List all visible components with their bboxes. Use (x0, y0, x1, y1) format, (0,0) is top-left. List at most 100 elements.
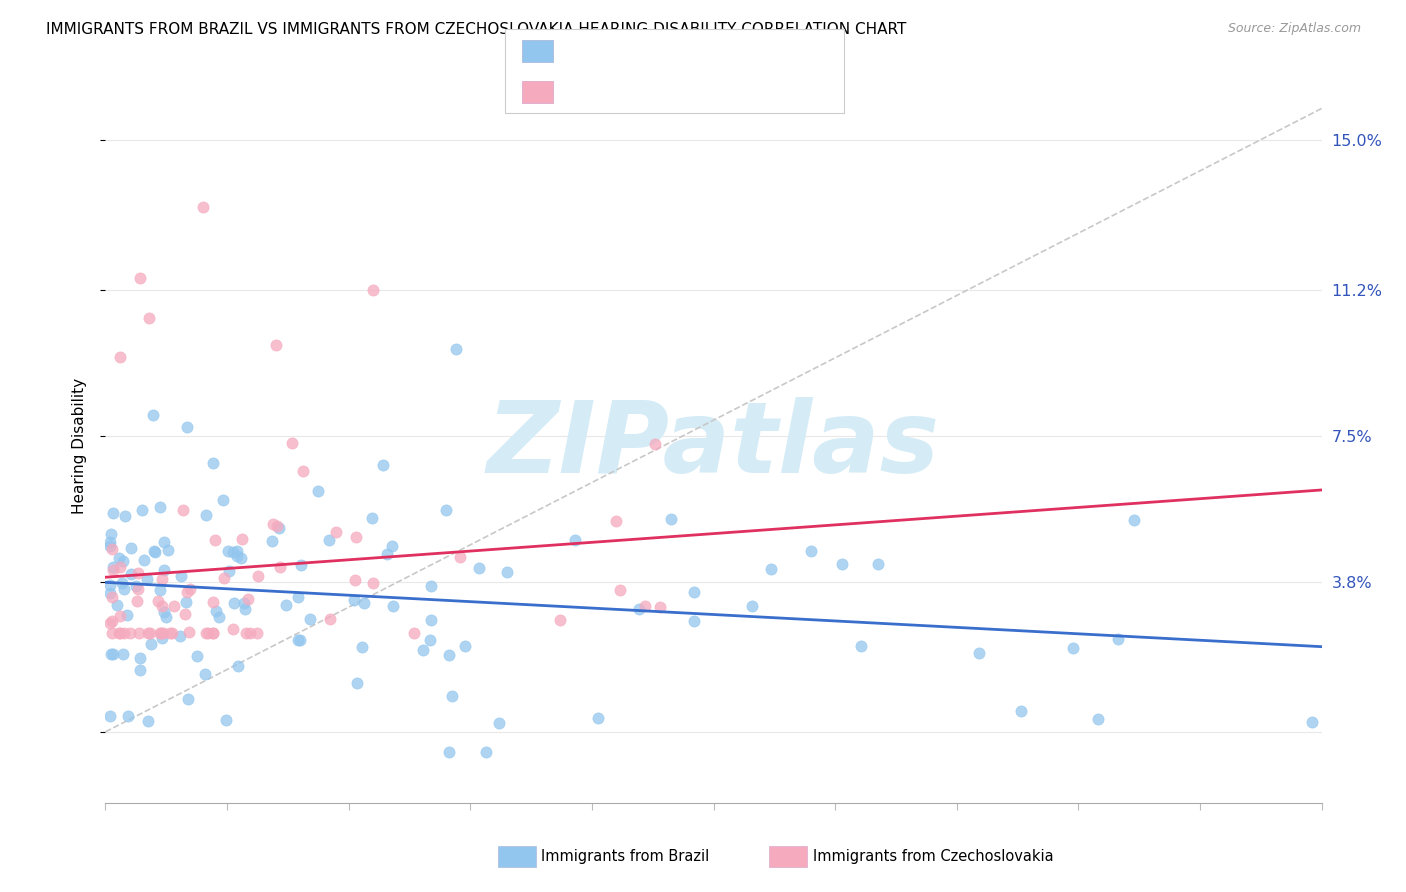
Text: Immigrants from Brazil: Immigrants from Brazil (541, 849, 710, 863)
Point (287, 590, 309, 604)
Point (239, 626, 262, 640)
Point (202, 626, 225, 640)
Point (179, 582, 201, 596)
Point (98, 708, 121, 723)
Point (129, 650, 152, 665)
Point (564, 533, 586, 548)
Point (191, 201, 214, 215)
Point (307, 483, 329, 498)
Point (98, 615, 121, 630)
Point (149, 626, 172, 640)
Point (353, 596, 375, 610)
Point (194, 667, 217, 681)
Text: Immigrants from Czechoslovakia: Immigrants from Czechoslovakia (813, 849, 1053, 863)
Point (120, 626, 142, 640)
Point (134, 553, 156, 567)
Point (120, 566, 142, 581)
Point (262, 534, 284, 549)
Point (100, 590, 122, 604)
Point (449, 549, 471, 564)
Point (235, 626, 257, 640)
Point (186, 649, 208, 664)
Point (101, 563, 124, 577)
Point (136, 626, 159, 640)
Point (100, 647, 122, 661)
Point (361, 283, 384, 297)
Point (114, 509, 136, 524)
Point (194, 626, 217, 640)
Point (375, 547, 398, 561)
Point (222, 596, 245, 610)
Point (1062, 641, 1084, 656)
Point (1010, 704, 1032, 718)
Point (101, 542, 124, 557)
Point (201, 595, 224, 609)
Point (162, 599, 184, 614)
Point (179, 625, 201, 640)
Point (412, 643, 434, 657)
Point (172, 503, 194, 517)
Point (475, 745, 498, 759)
Point (287, 633, 309, 648)
Point (112, 626, 135, 640)
Point (441, 689, 464, 703)
Point (174, 595, 197, 609)
Point (152, 626, 174, 640)
Point (98, 585, 121, 599)
Text: 0.135: 0.135 (598, 41, 645, 59)
Point (124, 579, 146, 593)
Point (281, 436, 304, 450)
Point (153, 535, 176, 549)
Point (290, 558, 312, 572)
Point (381, 599, 404, 614)
Point (548, 613, 571, 627)
Point (120, 541, 142, 556)
Point (661, 512, 683, 526)
Point (454, 640, 477, 654)
Point (325, 524, 347, 539)
Point (197, 626, 219, 640)
Point (439, 745, 461, 759)
Point (101, 614, 124, 628)
Point (173, 607, 195, 621)
Point (232, 596, 254, 610)
Point (159, 626, 181, 640)
Point (217, 543, 239, 558)
Point (111, 554, 134, 568)
Point (318, 611, 340, 625)
Point (128, 271, 150, 285)
Point (194, 508, 217, 523)
Point (849, 639, 872, 653)
Point (128, 626, 150, 640)
Point (101, 626, 124, 640)
Point (101, 560, 124, 574)
Point (586, 711, 609, 725)
Point (800, 544, 823, 558)
Point (176, 420, 198, 434)
Point (148, 594, 170, 608)
Point (204, 604, 226, 618)
Point (318, 533, 340, 547)
Text: R =: R = (560, 41, 596, 59)
Text: 64: 64 (693, 82, 714, 100)
Point (269, 560, 291, 574)
Point (434, 503, 457, 517)
Point (419, 632, 441, 647)
Point (108, 559, 131, 574)
Point (420, 579, 443, 593)
Point (201, 626, 224, 640)
Point (149, 500, 172, 514)
Point (150, 599, 173, 614)
Point (110, 609, 132, 624)
Point (98, 539, 121, 553)
Text: ZIPatlas: ZIPatlas (486, 398, 941, 494)
Point (274, 599, 297, 613)
Point (141, 637, 163, 651)
Point (108, 626, 131, 640)
Point (346, 676, 368, 690)
Point (231, 532, 253, 546)
Point (108, 551, 131, 566)
Point (142, 408, 165, 422)
Point (266, 519, 288, 533)
Point (136, 714, 159, 728)
